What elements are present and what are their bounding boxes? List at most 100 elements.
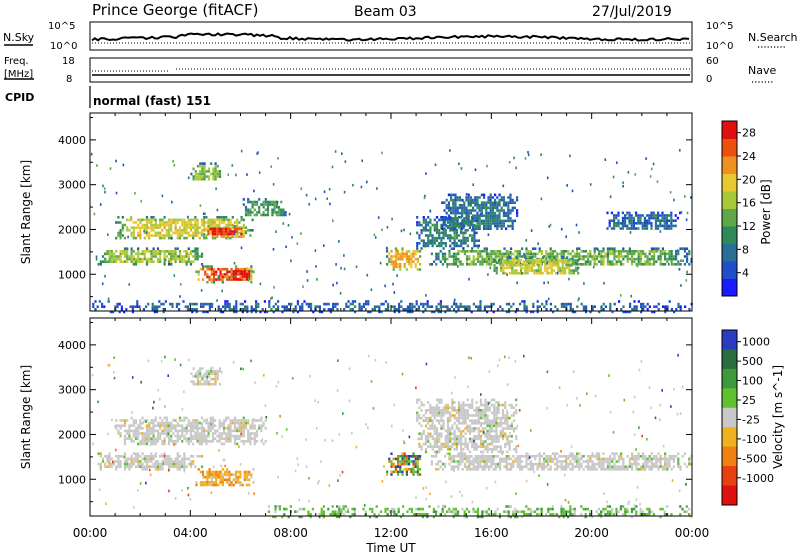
power-cell xyxy=(126,255,129,258)
power-cell xyxy=(516,252,519,256)
power-cell xyxy=(580,263,583,266)
power-cell xyxy=(644,255,647,258)
power-cell xyxy=(196,231,199,235)
power-cell xyxy=(463,201,466,204)
velocity-cell xyxy=(176,455,179,458)
power-cell xyxy=(394,255,397,258)
power-noise-cell xyxy=(127,235,129,239)
velocity-cell xyxy=(532,468,535,471)
power-cell xyxy=(438,231,441,235)
power-cell xyxy=(263,300,266,303)
power-cell xyxy=(221,267,224,271)
power-cell xyxy=(464,242,467,245)
power-cell xyxy=(292,308,295,311)
power-cell xyxy=(196,250,199,253)
power-cell xyxy=(516,211,519,215)
power-cell xyxy=(498,214,501,217)
power-cell xyxy=(600,305,603,308)
velocity-cell xyxy=(527,455,530,458)
velocity-cell xyxy=(479,457,482,461)
power-cell xyxy=(485,214,488,217)
velocity-cell xyxy=(176,468,179,471)
power-cell xyxy=(435,221,439,224)
velocity-cell xyxy=(416,457,419,461)
velocity-cell xyxy=(233,429,237,433)
power-cell xyxy=(393,308,396,311)
velocity-cell xyxy=(549,457,552,461)
velocity-cell xyxy=(196,382,200,386)
power-cell xyxy=(468,263,471,266)
power-cell xyxy=(388,252,391,256)
power-noise-cell xyxy=(442,201,445,204)
velocity-cell xyxy=(455,465,458,468)
power-cell xyxy=(452,224,455,228)
power-cell xyxy=(466,308,469,311)
power-cell xyxy=(201,265,205,268)
velocity-cell xyxy=(172,440,175,443)
velocity-cell xyxy=(510,462,513,466)
power-cell xyxy=(405,260,408,263)
velocity-cell xyxy=(170,434,173,438)
power-cell xyxy=(624,216,627,220)
velocity-cell xyxy=(239,473,242,476)
power-cell xyxy=(637,260,640,263)
velocity-cell xyxy=(418,445,421,448)
y-tick-label: 3000 xyxy=(58,179,86,192)
power-cell xyxy=(152,260,155,263)
power-cell xyxy=(248,272,251,276)
velocity-cell xyxy=(446,429,450,433)
power-cell xyxy=(657,247,660,250)
power-cell xyxy=(163,252,166,256)
velocity-cell xyxy=(475,414,478,417)
power-cell xyxy=(494,252,497,256)
power-cell xyxy=(663,219,666,222)
velocity-cell xyxy=(429,445,432,448)
power-cell xyxy=(541,258,545,262)
velocity-cell xyxy=(233,440,237,443)
velocity-cell xyxy=(245,470,249,474)
power-cell xyxy=(204,273,207,276)
power-cell xyxy=(509,217,512,220)
power-cell xyxy=(194,223,197,227)
power-cell xyxy=(148,250,151,253)
velocity-cell xyxy=(484,401,487,404)
velocity-cell xyxy=(540,462,543,466)
velocity-cell xyxy=(419,468,422,471)
power-cell xyxy=(686,257,689,261)
power-noise-cell xyxy=(374,236,377,239)
power-cell xyxy=(659,214,662,217)
power-cell xyxy=(443,209,446,212)
power-cell xyxy=(657,214,660,217)
velocity-cell xyxy=(401,452,404,455)
power-cell xyxy=(450,255,453,258)
velocity-cell xyxy=(492,468,495,471)
velocity-cell xyxy=(130,424,133,427)
power-cell xyxy=(159,257,162,261)
power-cell xyxy=(464,236,467,240)
velocity-cell xyxy=(626,468,629,471)
velocity-cell xyxy=(130,440,133,443)
power-cell xyxy=(502,264,505,267)
power-cell xyxy=(148,218,151,222)
velocity-cell xyxy=(219,478,222,482)
power-cell xyxy=(456,222,459,225)
velocity-cell xyxy=(134,421,138,425)
power-cell xyxy=(231,235,234,238)
power-cell xyxy=(227,235,230,238)
power-cell xyxy=(450,196,453,199)
power-cell xyxy=(387,302,390,306)
power-cell xyxy=(334,305,337,308)
power-cell xyxy=(406,308,409,311)
velocity-cell xyxy=(245,478,249,482)
power-cell xyxy=(191,308,194,311)
velocity-cell xyxy=(633,462,636,466)
velocity-cell xyxy=(452,455,455,458)
power-cell xyxy=(399,255,402,258)
power-cell xyxy=(246,308,249,311)
power-cell xyxy=(152,252,155,256)
power-cell xyxy=(561,264,564,267)
velocity-cell xyxy=(228,483,231,487)
velocity-cell xyxy=(604,457,607,461)
power-cell xyxy=(167,223,171,227)
power-cell xyxy=(183,223,186,227)
